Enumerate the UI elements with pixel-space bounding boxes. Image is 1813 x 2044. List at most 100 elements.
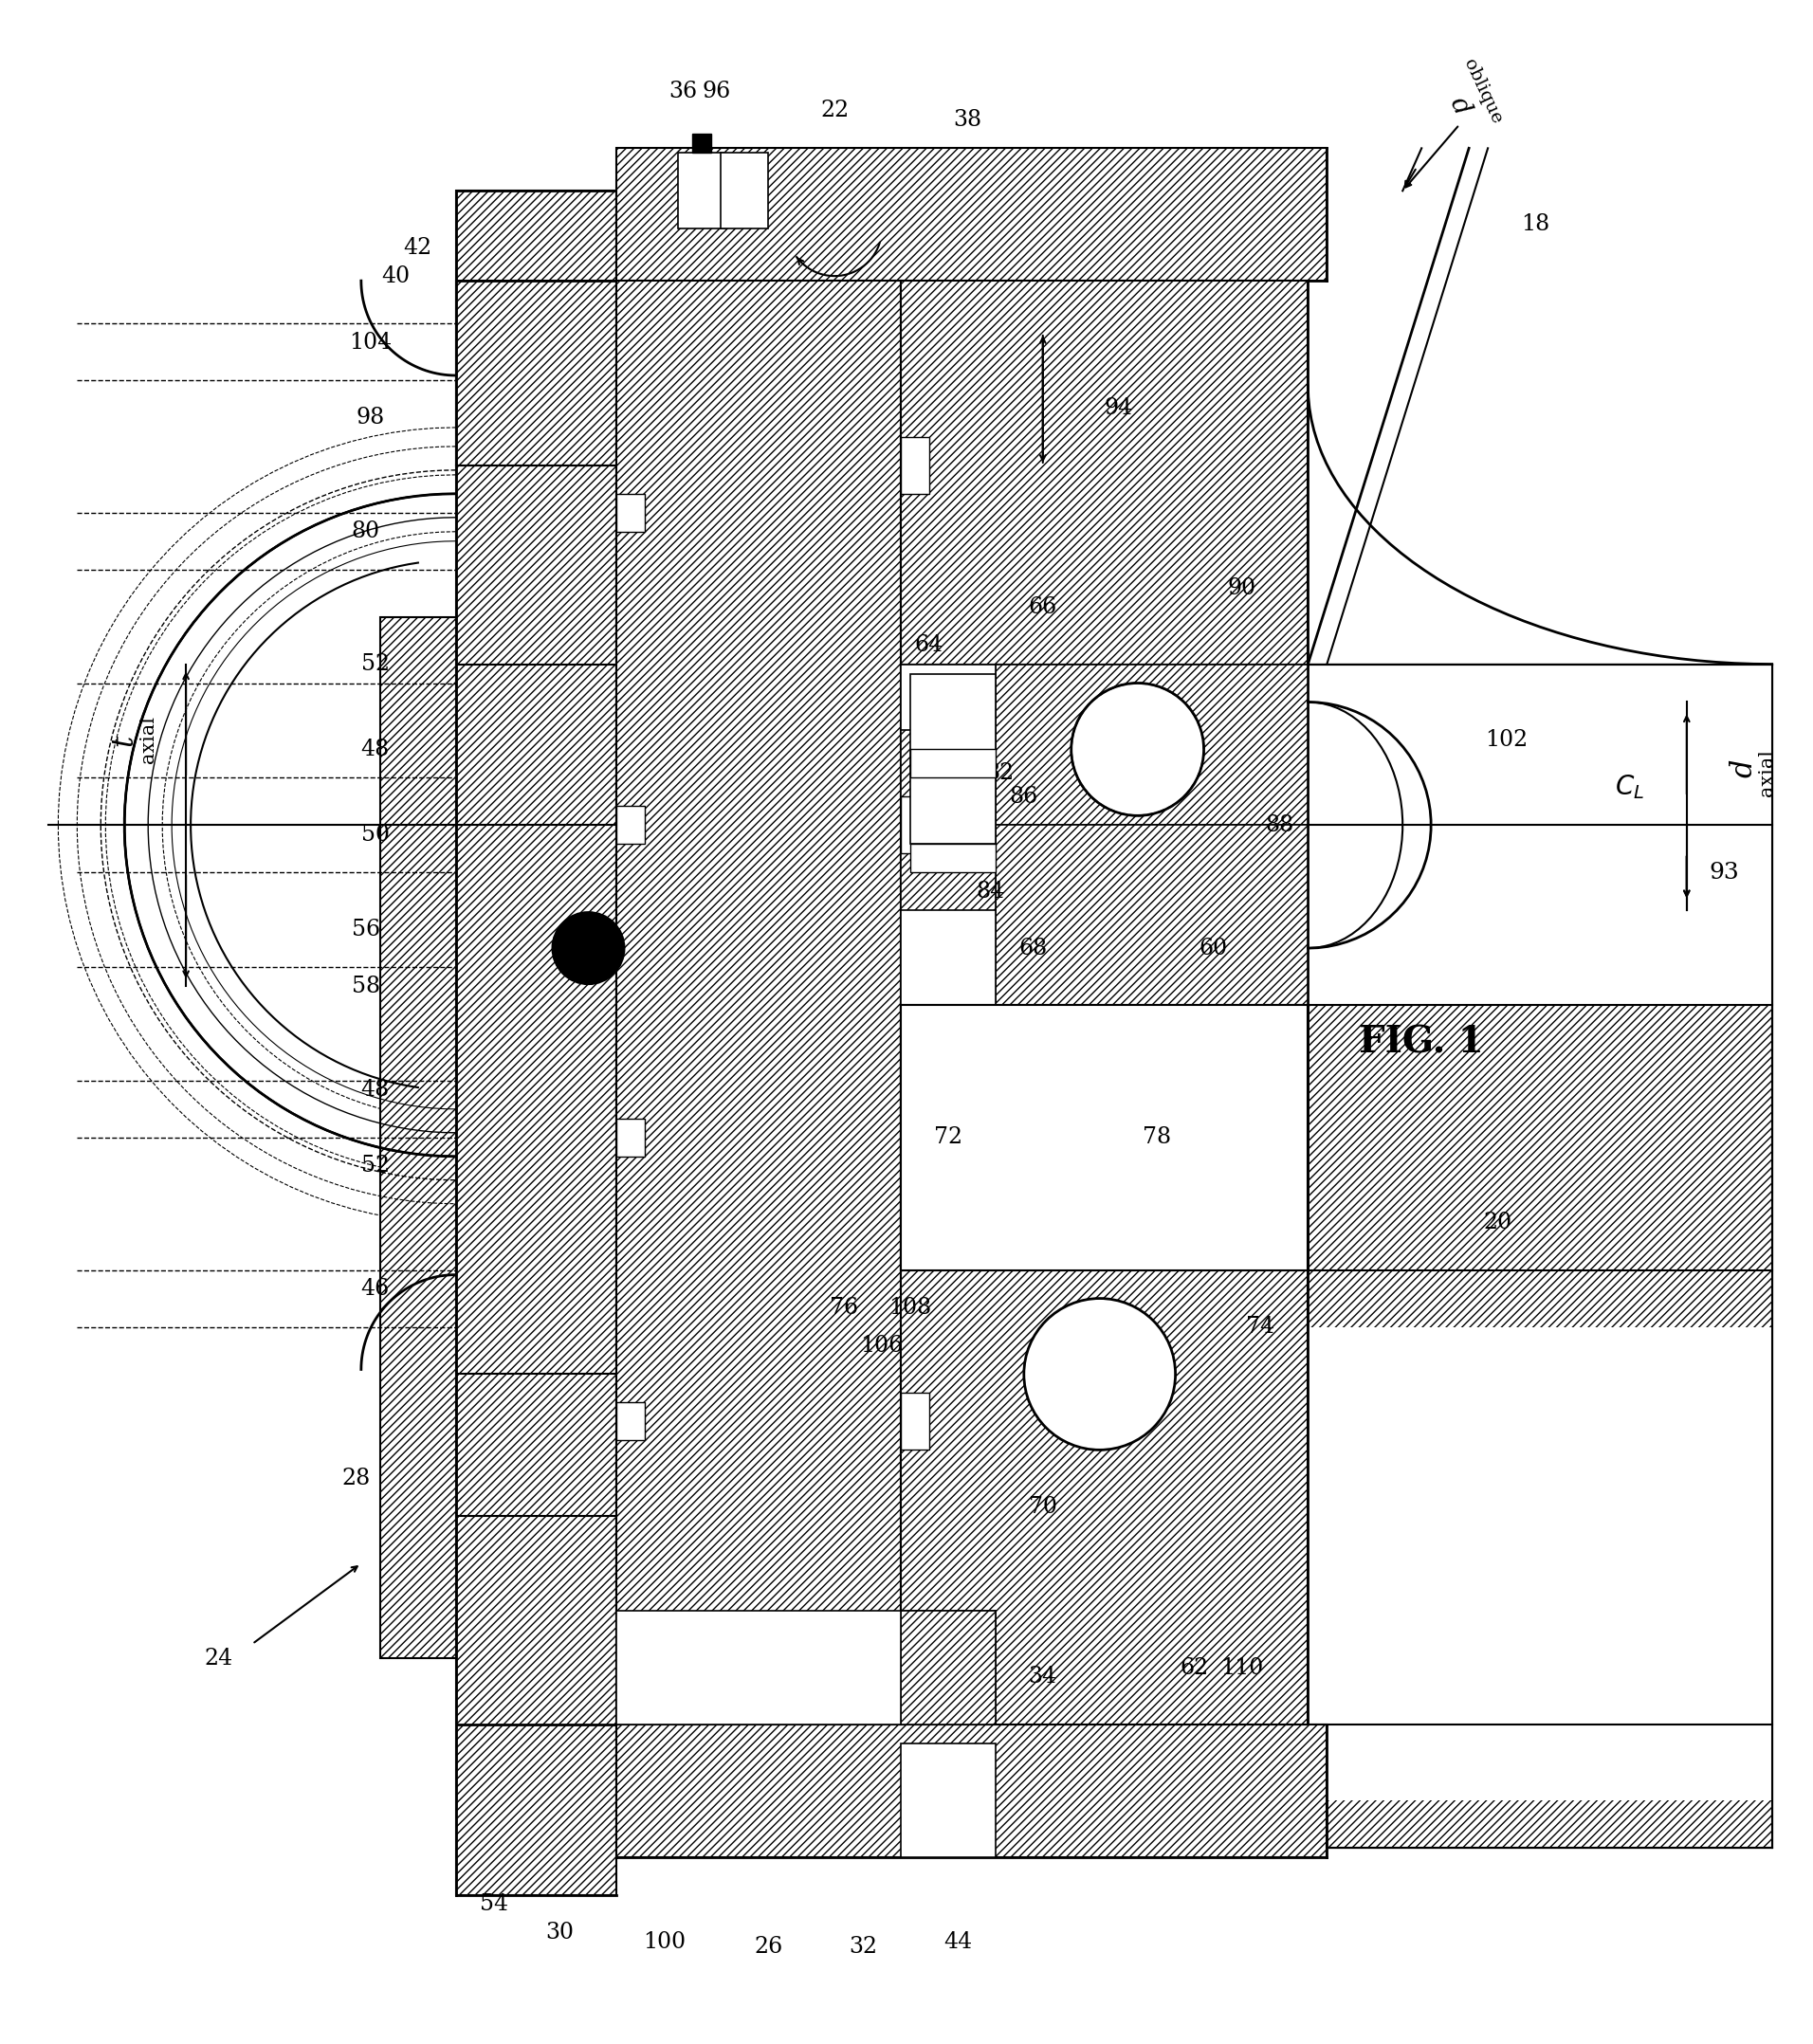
Bar (919, 1034, 1280, 1241)
Bar (910, 844, 995, 873)
Text: 106: 106 (861, 1335, 903, 1357)
Bar (678, 153, 725, 229)
Text: $C_L$: $C_L$ (1615, 773, 1644, 801)
Text: 54: 54 (479, 1893, 508, 1915)
Bar (901, 1006, 1307, 1725)
Text: 74: 74 (1246, 1316, 1275, 1337)
Text: 72: 72 (934, 1126, 963, 1149)
Text: 50: 50 (361, 824, 390, 846)
Bar (919, 1034, 1280, 1241)
Bar (616, 1402, 645, 1441)
Text: 70: 70 (1028, 1496, 1057, 1517)
Bar (1307, 664, 1771, 1006)
Text: 36: 36 (669, 80, 698, 102)
Text: 100: 100 (644, 1932, 685, 1954)
Text: 40: 40 (383, 266, 410, 286)
Bar (616, 1118, 645, 1157)
Text: axial: axial (1759, 750, 1777, 797)
Text: 64: 64 (916, 634, 943, 656)
Text: 20: 20 (1483, 1212, 1512, 1235)
Text: 98: 98 (355, 407, 384, 429)
Bar (901, 664, 995, 826)
Text: 84: 84 (977, 881, 1004, 901)
Text: 82: 82 (986, 762, 1015, 785)
Bar (616, 805, 645, 844)
Bar (616, 495, 645, 531)
Bar (722, 153, 769, 229)
Text: 52: 52 (361, 654, 390, 675)
Bar (901, 1394, 930, 1449)
Text: 24: 24 (205, 1647, 234, 1670)
Bar (455, 280, 616, 466)
Text: 60: 60 (1198, 938, 1227, 959)
Bar (693, 135, 711, 153)
Bar (901, 730, 995, 910)
Text: 38: 38 (954, 108, 981, 131)
Text: 18: 18 (1521, 213, 1550, 235)
Text: 110: 110 (1220, 1658, 1264, 1678)
Bar (901, 797, 930, 854)
Text: axial: axial (140, 715, 158, 764)
Text: 104: 104 (350, 331, 392, 354)
Bar (1307, 1327, 1771, 1801)
Text: d: d (1730, 758, 1759, 777)
Text: 32: 32 (848, 1936, 877, 1958)
Text: 22: 22 (819, 100, 848, 121)
Text: 94: 94 (1104, 399, 1133, 419)
Text: 62: 62 (1180, 1658, 1209, 1678)
Text: 102: 102 (1485, 730, 1528, 750)
Bar (1307, 664, 1771, 995)
Text: 68: 68 (1019, 938, 1048, 959)
Text: 78: 78 (1142, 1126, 1171, 1149)
Text: FIG. 1: FIG. 1 (1360, 1024, 1485, 1061)
Bar (901, 826, 995, 1006)
Bar (910, 750, 995, 779)
Text: 42: 42 (404, 237, 431, 258)
Circle shape (1024, 1298, 1175, 1449)
Bar (901, 1006, 1307, 1269)
Text: 44: 44 (943, 1932, 972, 1954)
Bar (901, 280, 1307, 664)
Text: 52: 52 (361, 1155, 390, 1177)
Text: 92: 92 (934, 738, 963, 760)
Text: 86: 86 (1010, 785, 1039, 807)
Bar (616, 280, 901, 1725)
Circle shape (553, 912, 624, 983)
Text: 96: 96 (702, 80, 731, 102)
Text: 48: 48 (361, 1079, 390, 1102)
Text: 108: 108 (888, 1298, 932, 1318)
Bar (901, 437, 930, 495)
Text: 56: 56 (352, 918, 381, 940)
Bar (381, 617, 455, 1658)
Text: 46: 46 (361, 1278, 390, 1300)
Text: 28: 28 (343, 1468, 370, 1490)
Text: 88: 88 (1265, 814, 1294, 836)
Bar (901, 664, 1307, 1006)
Text: 80: 80 (352, 521, 381, 542)
Bar (901, 1611, 995, 1725)
Text: t: t (111, 734, 140, 746)
Text: 26: 26 (754, 1936, 783, 1958)
Bar (901, 1006, 1307, 1269)
Text: d: d (1445, 92, 1474, 119)
Text: 76: 76 (830, 1298, 858, 1318)
Bar (901, 1611, 995, 1725)
Text: 58: 58 (352, 975, 381, 997)
Text: 93: 93 (1710, 861, 1740, 883)
Bar (901, 1744, 995, 1856)
Bar (910, 675, 995, 844)
Bar (616, 1725, 1327, 1856)
Text: 66: 66 (1028, 597, 1057, 617)
Bar (616, 1611, 901, 1725)
Bar (1307, 664, 1771, 1848)
Bar (995, 826, 1307, 1006)
Text: 90: 90 (1227, 578, 1256, 599)
Circle shape (1071, 683, 1204, 816)
Bar (1307, 664, 1771, 1848)
Bar (455, 190, 616, 1895)
Bar (616, 149, 1327, 280)
Bar (995, 664, 1307, 826)
Text: 48: 48 (361, 738, 390, 760)
Text: 30: 30 (546, 1921, 575, 1944)
Text: 34: 34 (1028, 1666, 1057, 1688)
